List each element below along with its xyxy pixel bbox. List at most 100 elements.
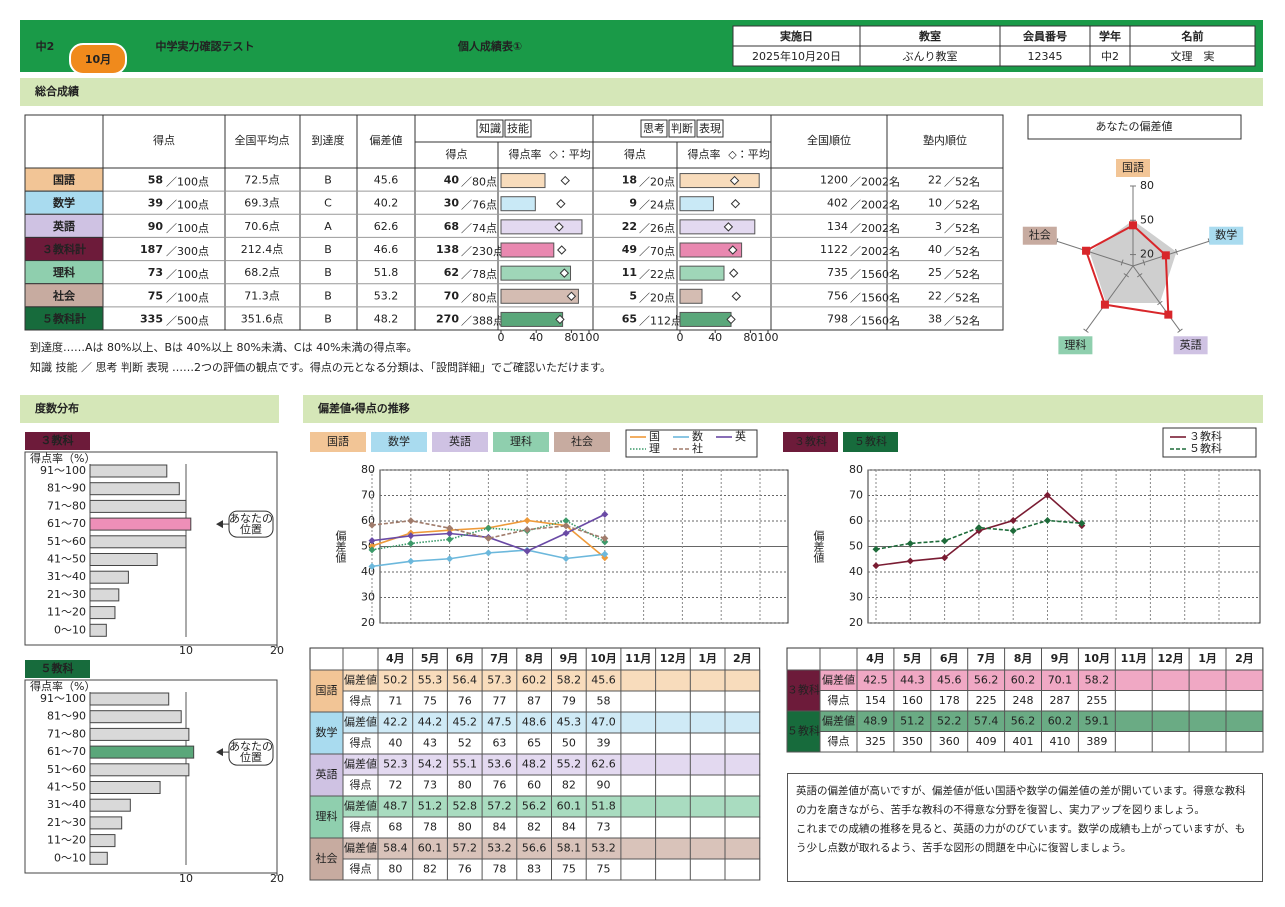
- dev-cell: 53.6: [487, 758, 512, 771]
- score: 39: [148, 197, 163, 210]
- info-header: 実施日: [780, 29, 813, 43]
- category-label: 0～10: [54, 623, 86, 636]
- rate-tick-label: 80: [564, 331, 578, 344]
- score-cell: 63: [492, 737, 506, 750]
- test-name: 中学実力確認テスト: [156, 39, 255, 53]
- subject-name: 理科: [316, 809, 338, 823]
- score-cell: 255: [1086, 694, 1107, 707]
- x-tick-label: 20: [270, 872, 284, 885]
- category-label: 91～100: [40, 464, 86, 477]
- dev-cell: 45.3: [557, 716, 582, 729]
- y-tick-label: 80: [849, 463, 863, 476]
- month-header: 2月: [1235, 652, 1254, 665]
- rate-bar: [679, 196, 714, 212]
- series-marker: [368, 562, 376, 570]
- chart-tag-text: ３教科: [41, 433, 74, 447]
- month-header: 10月: [590, 652, 616, 665]
- row-label: 得点: [350, 863, 372, 876]
- score-cell: 76: [458, 863, 472, 876]
- dev-cell: 60.2: [1011, 673, 1036, 686]
- score-cell: 39: [597, 737, 611, 750]
- radar-title: あなたの偏差値: [1096, 120, 1173, 133]
- score: 73: [148, 266, 163, 279]
- national-rank: 735: [827, 266, 848, 279]
- deviation: 40.2: [374, 197, 399, 210]
- radar-point: [1161, 251, 1170, 260]
- national-average: 351.6点: [241, 312, 284, 325]
- dev-cell: 62.6: [591, 758, 616, 771]
- row-label: 偏差値: [344, 674, 377, 687]
- month-header: 8月: [1014, 652, 1033, 665]
- row-label: 得点: [350, 737, 372, 750]
- series-tab-text: ３教科: [794, 434, 827, 448]
- y-tick-label: 70: [849, 489, 863, 502]
- series-marker: [562, 517, 570, 525]
- dev-cell: 48.2: [522, 758, 547, 771]
- national-rank-max: ／2002名: [850, 175, 900, 189]
- juku-rank: 10: [928, 197, 942, 210]
- average-rate-marker: [728, 268, 739, 278]
- series-marker: [446, 555, 454, 563]
- sub-score: 5: [629, 289, 637, 302]
- national-average: 70.6点: [244, 220, 280, 233]
- bar: [89, 798, 131, 812]
- score-cell: 154: [865, 694, 886, 707]
- dev-cell: 51.2: [900, 714, 925, 727]
- score-cell: 72: [388, 779, 402, 792]
- dev-cell: 59.1: [1085, 714, 1110, 727]
- legend-label: ３教科: [1189, 429, 1222, 443]
- rate-bar: [679, 311, 732, 327]
- score-cell: 73: [597, 821, 611, 834]
- score-cell: 43: [423, 737, 437, 750]
- row-label: 得点: [828, 735, 850, 748]
- deviation: 46.6: [374, 243, 399, 256]
- aspect-tag-text: 知識: [479, 121, 501, 135]
- bar: [89, 851, 108, 865]
- dev-cell: 56.2: [1011, 714, 1036, 727]
- rate-bar: [500, 242, 555, 258]
- y-tick-label: 20: [849, 616, 863, 629]
- row-label: 偏差値: [344, 758, 377, 771]
- juku-rank: 25: [928, 266, 942, 279]
- subject-name: ３教科: [787, 683, 820, 697]
- score-cell: 160: [902, 694, 923, 707]
- y-axis-label: 偏差値: [812, 530, 825, 564]
- bar: [89, 588, 120, 602]
- row-label: 得点: [350, 695, 372, 708]
- row-label: 英語: [52, 219, 75, 233]
- radar-label: 国語: [1122, 161, 1144, 174]
- average-rate-marker: [554, 222, 564, 232]
- juku-rank-max: ／52名: [944, 221, 980, 235]
- column-header: 偏差値: [370, 134, 403, 147]
- radar-tick: [1177, 328, 1183, 333]
- juku-rank-max: ／52名: [944, 175, 980, 189]
- score-max: ／100点: [166, 291, 209, 304]
- pointer-text: あなたの: [229, 512, 273, 525]
- category-label: 71～80: [47, 499, 86, 512]
- national-average: 72.5点: [244, 174, 280, 187]
- score-cell: 76: [492, 779, 506, 792]
- series-marker: [1078, 519, 1086, 527]
- y-axis-label: 偏差値: [334, 530, 347, 564]
- sub-score-max: ／80点: [461, 291, 497, 304]
- score-cell: 78: [423, 821, 437, 834]
- x-tick-label: 10: [179, 644, 193, 657]
- score-max: ／100点: [166, 268, 209, 281]
- sub-score: 30: [444, 197, 460, 210]
- info-header: 学年: [1099, 29, 1121, 43]
- rate-bar: [679, 242, 743, 258]
- aspect-tag: [668, 119, 696, 138]
- category-label: 81～90: [47, 482, 86, 495]
- sub-score: 11: [622, 266, 637, 279]
- attainment: C: [324, 197, 332, 210]
- score-cell: 40: [388, 737, 402, 750]
- row-label: 理科: [53, 265, 75, 279]
- score-cell: 84: [492, 821, 506, 834]
- bar: [89, 692, 170, 706]
- month-header: 2月: [733, 652, 752, 665]
- info-header: 教室: [918, 29, 941, 43]
- radar-point: [1164, 310, 1173, 319]
- score-cell: 60: [527, 779, 541, 792]
- score-cell: 79: [562, 695, 576, 708]
